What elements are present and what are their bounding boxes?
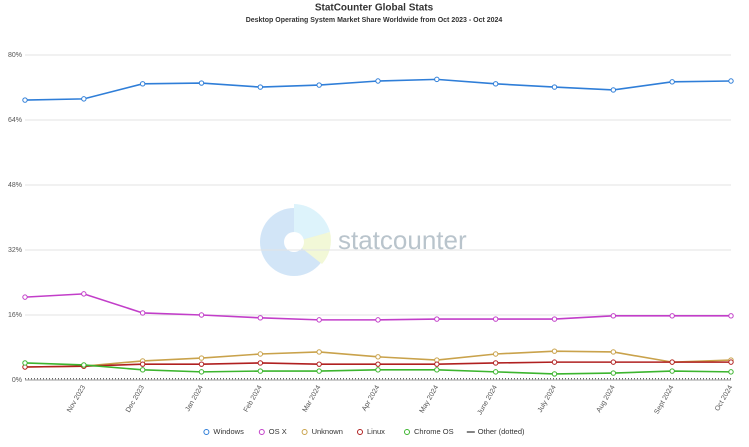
x-tick-label: July 2024 bbox=[537, 384, 558, 414]
data-point bbox=[316, 368, 322, 374]
data-point bbox=[22, 97, 28, 103]
data-point bbox=[316, 349, 322, 355]
legend-label: Other (dotted) bbox=[478, 427, 525, 436]
x-tick-label: Apr 2024 bbox=[361, 384, 381, 412]
y-tick-label: 0% bbox=[12, 377, 22, 384]
y-tick-label: 32% bbox=[8, 247, 22, 254]
data-point bbox=[492, 81, 499, 87]
legend-marker bbox=[357, 429, 363, 435]
data-point bbox=[551, 371, 558, 377]
legend-label: OS X bbox=[269, 427, 287, 436]
data-point bbox=[375, 78, 381, 84]
chart-subtitle: Desktop Operating System Market Share Wo… bbox=[246, 17, 503, 24]
data-point bbox=[316, 82, 322, 88]
data-point bbox=[434, 361, 440, 367]
legend-marker bbox=[404, 429, 410, 435]
data-point bbox=[669, 368, 675, 374]
data-point bbox=[81, 362, 87, 368]
data-point bbox=[551, 359, 558, 365]
data-point bbox=[551, 348, 558, 354]
data-point bbox=[139, 81, 146, 87]
y-tick-label: 64% bbox=[8, 117, 22, 124]
data-point bbox=[610, 359, 617, 365]
data-point bbox=[492, 351, 499, 357]
data-point bbox=[492, 316, 499, 322]
data-point bbox=[492, 360, 499, 366]
data-point bbox=[492, 369, 499, 375]
data-point bbox=[669, 79, 675, 85]
data-point bbox=[610, 313, 617, 319]
legend-marker bbox=[301, 429, 308, 435]
data-point bbox=[375, 367, 381, 373]
x-tick-label: Mar 2024 bbox=[302, 384, 323, 413]
data-point bbox=[257, 84, 264, 90]
data-point bbox=[81, 96, 87, 102]
data-point bbox=[375, 317, 381, 323]
data-point bbox=[375, 354, 381, 360]
data-point bbox=[139, 310, 146, 316]
legend-marker bbox=[203, 429, 210, 435]
data-point bbox=[728, 369, 734, 375]
legend-label: Chrome OS bbox=[414, 427, 454, 436]
data-point bbox=[198, 80, 205, 86]
x-tick-label: Oct 2024 bbox=[714, 384, 734, 412]
data-point bbox=[610, 87, 617, 93]
data-point bbox=[728, 313, 734, 319]
legend-marker bbox=[258, 429, 265, 435]
legend-label: Unknown bbox=[312, 427, 343, 436]
data-point bbox=[257, 315, 264, 321]
y-tick-label: 48% bbox=[8, 182, 22, 189]
data-point bbox=[316, 317, 322, 323]
data-point bbox=[434, 316, 440, 322]
legend-label: Windows bbox=[213, 427, 244, 436]
x-tick-label: Sept 2024 bbox=[653, 384, 675, 415]
x-tick-label: May 2024 bbox=[419, 384, 440, 414]
x-tick-label: Dec 2023 bbox=[125, 384, 146, 414]
data-point bbox=[728, 78, 734, 84]
data-point bbox=[139, 361, 146, 367]
data-point bbox=[610, 370, 617, 376]
data-point bbox=[434, 367, 440, 373]
data-point bbox=[22, 360, 28, 366]
data-point bbox=[375, 361, 381, 367]
x-tick-label: Aug 2024 bbox=[596, 384, 617, 414]
data-point bbox=[316, 361, 322, 367]
data-point bbox=[198, 369, 205, 375]
data-point bbox=[669, 359, 675, 365]
data-point bbox=[198, 312, 205, 318]
y-tick-label: 16% bbox=[8, 312, 22, 319]
data-point bbox=[728, 359, 734, 365]
data-point bbox=[257, 368, 264, 374]
data-point bbox=[81, 291, 87, 297]
data-point bbox=[139, 367, 146, 373]
legend: Windows OS X Unknown Linux Chrome OS Other (d… bbox=[203, 427, 525, 436]
y-tick-label: 80% bbox=[8, 52, 22, 59]
x-tick-label: June 2024 bbox=[477, 384, 499, 416]
watermark-logo bbox=[260, 204, 331, 276]
data-point bbox=[22, 294, 28, 300]
x-tick-label: Jan 2024 bbox=[184, 384, 205, 413]
x-tick-label: Feb 2024 bbox=[243, 384, 264, 413]
series-line bbox=[24, 293, 731, 321]
legend-label: Linux bbox=[367, 427, 385, 436]
data-point bbox=[198, 361, 205, 367]
chart-title: StatCounter Global Stats bbox=[315, 3, 434, 14]
x-tick-label: Nov 2023 bbox=[66, 384, 87, 414]
data-point bbox=[434, 76, 440, 83]
data-point bbox=[551, 316, 558, 322]
data-point bbox=[198, 355, 205, 361]
data-point bbox=[551, 84, 558, 90]
data-point bbox=[610, 349, 617, 355]
data-point bbox=[257, 360, 264, 366]
data-point bbox=[257, 351, 264, 357]
data-point bbox=[669, 313, 675, 319]
